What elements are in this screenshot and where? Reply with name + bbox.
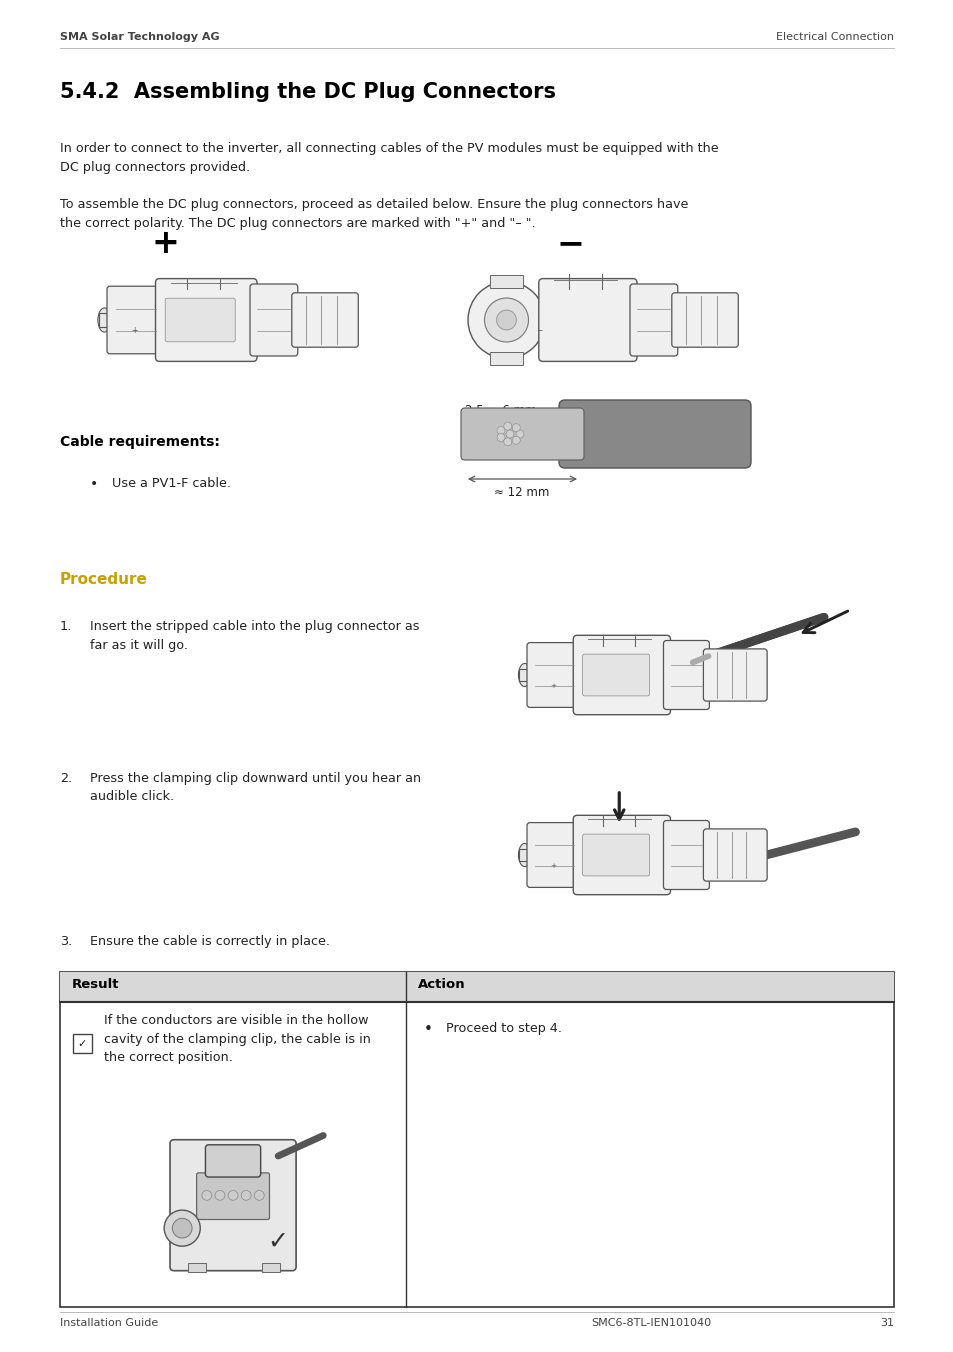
FancyBboxPatch shape: [582, 654, 649, 696]
Text: 5.4.2  Assembling the DC Plug Connectors: 5.4.2 Assembling the DC Plug Connectors: [60, 82, 556, 101]
Text: 2.: 2.: [60, 772, 72, 786]
Circle shape: [497, 434, 504, 442]
Text: Electrical Connection: Electrical Connection: [775, 32, 893, 42]
FancyBboxPatch shape: [702, 649, 766, 702]
Bar: [60, 972, 893, 1002]
Text: In order to connect to the inverter, all connecting cables of the PV modules mus: In order to connect to the inverter, all…: [60, 142, 718, 173]
FancyBboxPatch shape: [155, 279, 256, 361]
FancyBboxPatch shape: [702, 829, 766, 882]
FancyBboxPatch shape: [538, 279, 637, 361]
Circle shape: [214, 1191, 225, 1201]
Text: 31: 31: [879, 1318, 893, 1328]
Text: 3.: 3.: [60, 936, 72, 948]
Text: −: −: [536, 326, 542, 335]
FancyBboxPatch shape: [629, 284, 677, 356]
Ellipse shape: [517, 844, 531, 867]
Text: Procedure: Procedure: [60, 572, 148, 587]
Bar: [73, 1034, 91, 1053]
Circle shape: [512, 423, 519, 431]
Text: 2.5 ... 6 mm: 2.5 ... 6 mm: [464, 404, 536, 416]
Circle shape: [512, 437, 519, 445]
Circle shape: [503, 438, 511, 446]
Bar: [519, 849, 540, 861]
Text: 1.: 1.: [60, 621, 72, 633]
Ellipse shape: [98, 308, 111, 333]
Circle shape: [202, 1191, 212, 1201]
Bar: [188, 1263, 206, 1272]
Text: +: +: [151, 227, 179, 260]
FancyBboxPatch shape: [292, 293, 358, 347]
FancyBboxPatch shape: [573, 635, 670, 715]
FancyBboxPatch shape: [526, 822, 579, 887]
Circle shape: [241, 1191, 251, 1201]
Text: +: +: [550, 863, 556, 868]
FancyBboxPatch shape: [662, 641, 709, 710]
Text: •: •: [90, 477, 98, 491]
Circle shape: [164, 1210, 200, 1247]
Bar: [99, 314, 121, 327]
Text: ✓: ✓: [78, 1038, 87, 1049]
Text: +: +: [550, 683, 556, 688]
FancyBboxPatch shape: [250, 284, 297, 356]
FancyBboxPatch shape: [582, 834, 649, 876]
Bar: [60, 972, 893, 1307]
Text: Ensure the cable is correctly in place.: Ensure the cable is correctly in place.: [90, 936, 330, 948]
FancyBboxPatch shape: [170, 1140, 295, 1271]
Ellipse shape: [517, 664, 531, 687]
Circle shape: [505, 430, 514, 438]
Text: ≈ 12 mm: ≈ 12 mm: [494, 485, 549, 499]
Text: SMA Solar Technology AG: SMA Solar Technology AG: [60, 32, 219, 42]
FancyBboxPatch shape: [662, 821, 709, 890]
Circle shape: [497, 426, 504, 434]
Bar: [490, 352, 522, 365]
Bar: [519, 669, 540, 681]
Text: Press the clamping clip downward until you hear an
audible click.: Press the clamping clip downward until y…: [90, 772, 420, 803]
Text: Result: Result: [71, 977, 119, 991]
Circle shape: [254, 1191, 264, 1201]
Text: ✓: ✓: [268, 1230, 289, 1255]
Text: −: −: [556, 227, 583, 260]
FancyBboxPatch shape: [526, 642, 579, 707]
Circle shape: [172, 1218, 192, 1238]
Text: +: +: [131, 326, 137, 335]
Text: Ø 5 ... 8 mm: Ø 5 ... 8 mm: [602, 404, 676, 416]
Text: Insert the stripped cable into the plug connector as
far as it will go.: Insert the stripped cable into the plug …: [90, 621, 419, 652]
FancyBboxPatch shape: [558, 400, 750, 468]
Circle shape: [228, 1191, 237, 1201]
FancyBboxPatch shape: [205, 1145, 260, 1178]
Text: Installation Guide: Installation Guide: [60, 1318, 158, 1328]
Text: 2: 2: [580, 403, 586, 412]
Circle shape: [497, 310, 516, 330]
Bar: [261, 1263, 279, 1272]
Text: If the conductors are visible in the hollow
cavity of the clamping clip, the cab: If the conductors are visible in the hol…: [104, 1014, 371, 1064]
Text: Use a PV1-F cable.: Use a PV1-F cable.: [112, 477, 231, 489]
Text: Proceed to step 4.: Proceed to step 4.: [446, 1022, 561, 1036]
Circle shape: [516, 430, 523, 438]
FancyBboxPatch shape: [460, 408, 583, 460]
Text: Cable requirements:: Cable requirements:: [60, 435, 219, 449]
FancyBboxPatch shape: [107, 287, 162, 354]
Circle shape: [503, 422, 511, 430]
Text: •: •: [424, 1022, 433, 1037]
FancyBboxPatch shape: [573, 815, 670, 895]
Circle shape: [468, 281, 544, 358]
Text: SMC6-8TL-IEN101040: SMC6-8TL-IEN101040: [591, 1318, 711, 1328]
Bar: [490, 274, 522, 288]
FancyBboxPatch shape: [165, 299, 235, 342]
FancyBboxPatch shape: [196, 1174, 269, 1220]
FancyBboxPatch shape: [671, 293, 738, 347]
Text: Action: Action: [417, 977, 465, 991]
Circle shape: [484, 297, 528, 342]
Text: To assemble the DC plug connectors, proceed as detailed below. Ensure the plug c: To assemble the DC plug connectors, proc…: [60, 197, 688, 230]
